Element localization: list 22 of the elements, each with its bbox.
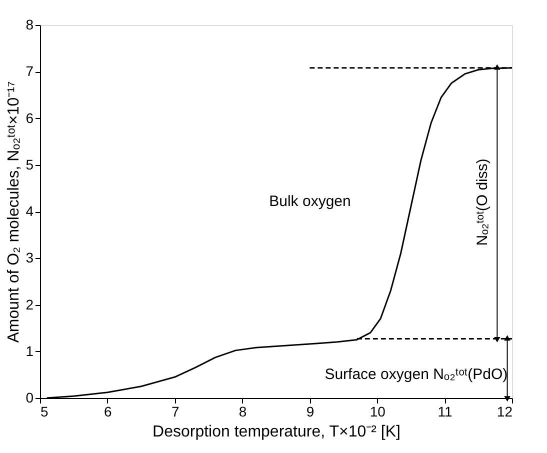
x-tick-label: 7	[171, 404, 180, 420]
x-tick-label: 10	[370, 404, 386, 420]
x-tick-label: 11	[438, 404, 453, 420]
y-tick-label: 2	[26, 296, 34, 312]
annotation: Bulk oxygen	[269, 193, 351, 210]
y-tick-label: 6	[26, 110, 34, 126]
y-tick-label: 0	[26, 390, 34, 406]
y-tick-label: 7	[26, 63, 34, 80]
y-axis-title: Amount of O₂ molecules, Nₒ₂ᵗᵒᵗ×10⁻¹⁷	[6, 81, 23, 343]
x-tick-label: 6	[104, 404, 112, 420]
y-tick-label: 5	[26, 156, 34, 172]
y-tick-label: 3	[26, 250, 34, 266]
y-tick-label: 1	[26, 342, 34, 359]
x-tick-label: 5	[40, 404, 48, 420]
x-tick-label: 12	[496, 404, 513, 420]
x-tick-label: 8	[238, 404, 247, 420]
y-tick-label: 8	[26, 16, 34, 32]
annotation: Nₒ₂ᵗᵒᵗ(O diss)	[474, 158, 491, 246]
annotation: Surface oxygen Nₒ₂ᵗᵒᵗ(PdO)	[324, 366, 508, 384]
x-tick-label: 9	[306, 404, 314, 420]
y-tick-label: 4	[26, 203, 34, 219]
x-axis-title: Desorption temperature, T×10⁻² [K]	[152, 424, 400, 440]
